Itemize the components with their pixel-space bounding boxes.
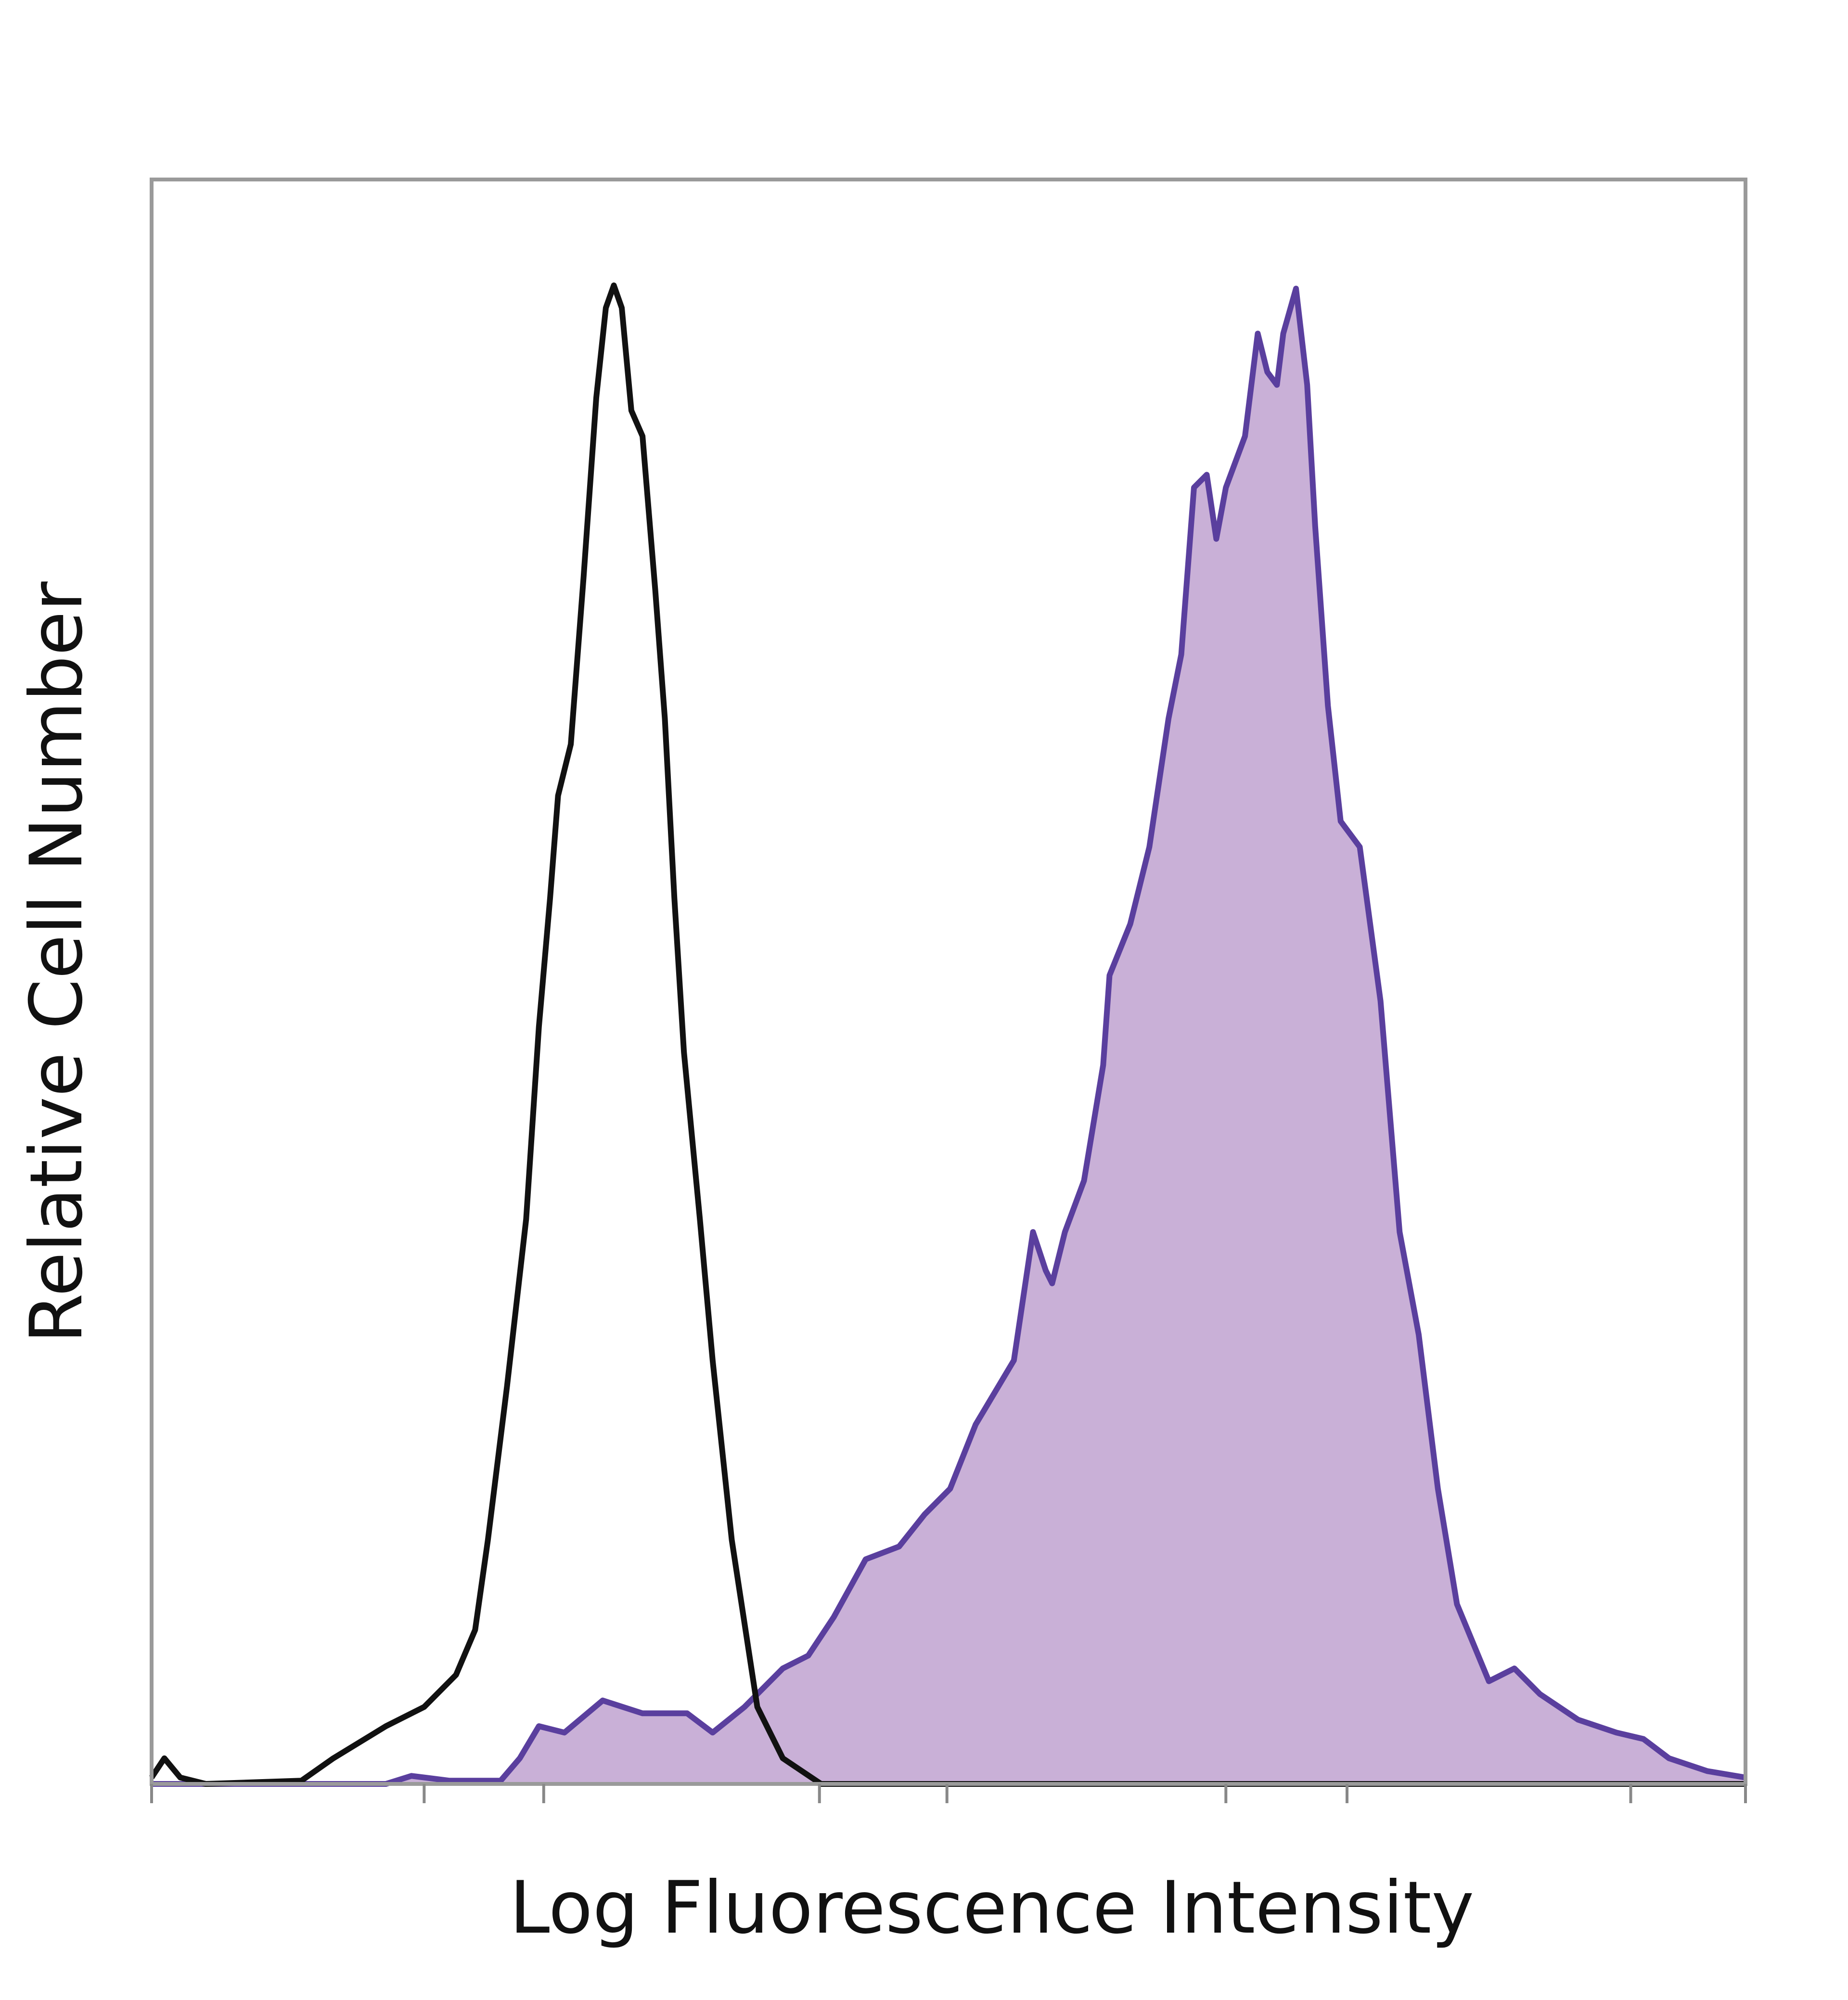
x-axis-label: Log Fluorescence Intensity: [510, 1866, 1474, 1950]
histogram-line: [149, 282, 1745, 1787]
histogram-area: [152, 288, 1745, 1784]
y-axis-label: Relative Cell Number: [15, 581, 99, 1344]
plot-frame: [150, 178, 1747, 1786]
histogram-line: [152, 285, 1746, 1787]
